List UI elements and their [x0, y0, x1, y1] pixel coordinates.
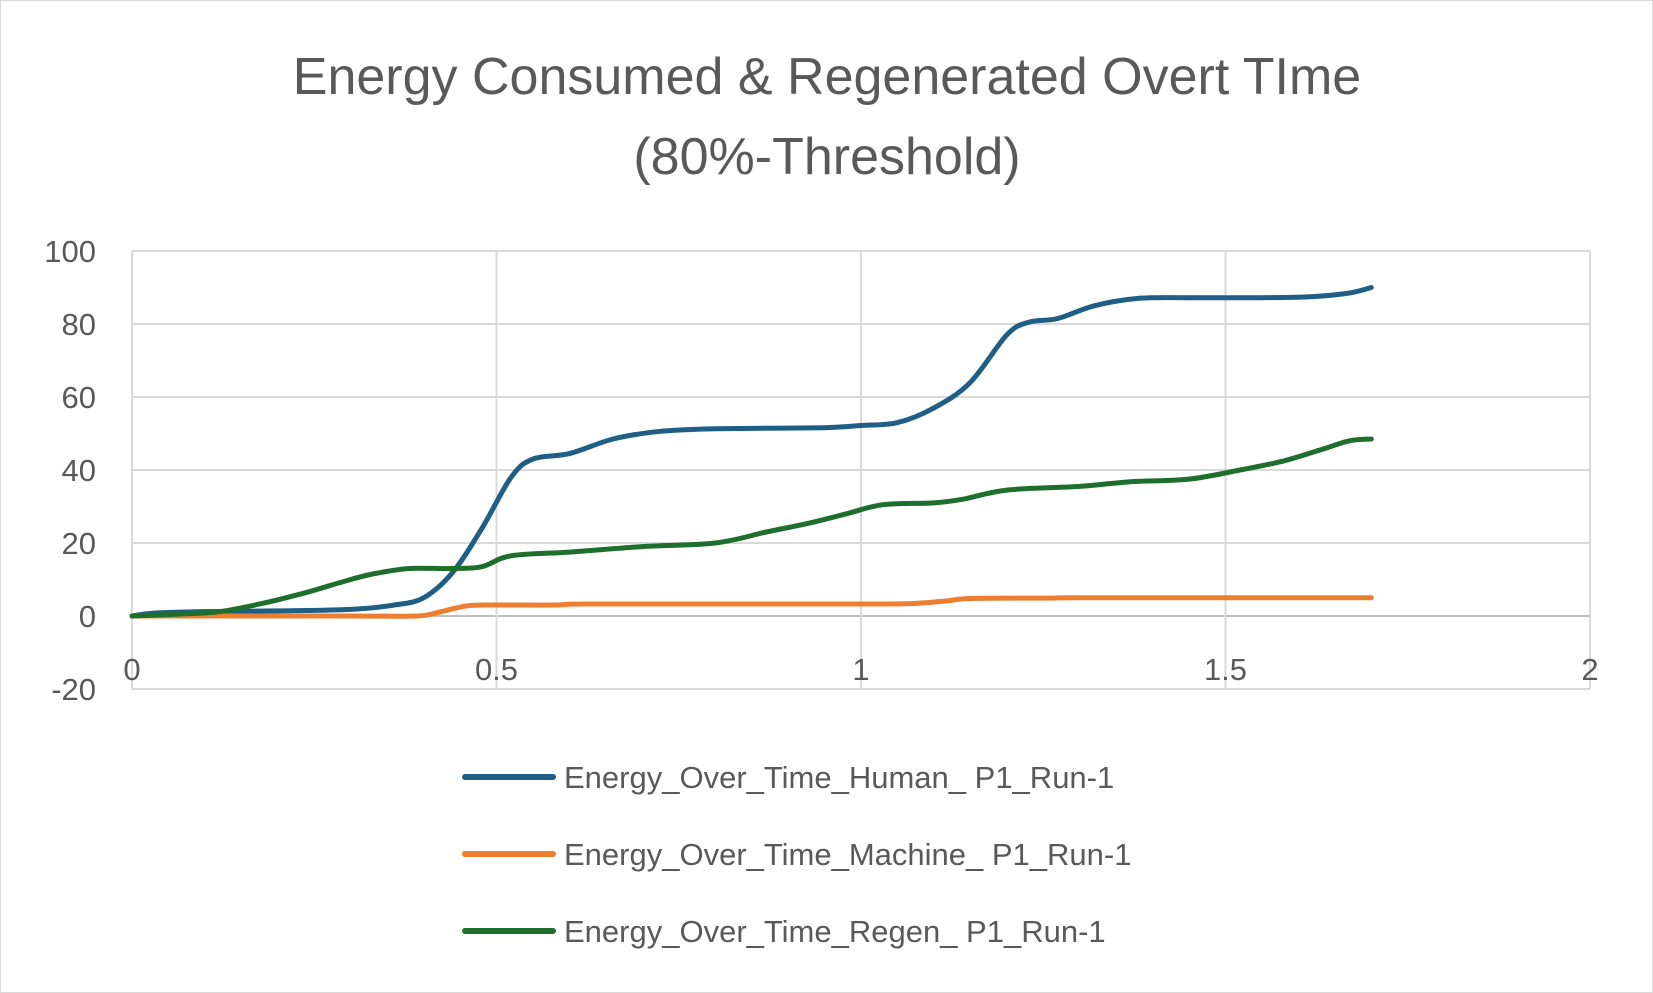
- axis-tick-labels: -20 0 20 40 60 80 100 0 0.5 1 1.5 2: [44, 234, 1598, 707]
- x-tick-label: 0: [123, 652, 140, 687]
- x-tick-label: 0.5: [475, 652, 518, 687]
- x-tick-label: 2: [1581, 652, 1598, 687]
- series-lines: [129, 285, 1374, 619]
- y-tick-label: 0: [79, 599, 96, 634]
- chart-title-line-2: (80%-Threshold): [633, 128, 1020, 186]
- legend-label-3: Energy_Over_Time_Regen_ P1_Run-1: [564, 914, 1106, 949]
- legend-label-2: Energy_Over_Time_Machine_ P1_Run-1: [564, 837, 1131, 872]
- legend-label-1: Energy_Over_Time_Human_ P1_Run-1: [564, 760, 1114, 795]
- chart-title-line-1: Energy Consumed & Regenerated Overt TIme: [293, 48, 1361, 106]
- y-tick-label: 100: [44, 234, 96, 269]
- y-tick-label: 40: [62, 453, 96, 488]
- series-line-3: [129, 436, 1374, 619]
- legend: Energy_Over_Time_Human_ P1_Run-1 Energy_O…: [462, 760, 1131, 949]
- x-tick-label: 1: [852, 652, 869, 687]
- gridlines: [131, 250, 1591, 690]
- x-tick-label: 1.5: [1204, 652, 1247, 687]
- series-line-1: [129, 285, 1374, 619]
- y-tick-label: -20: [51, 672, 96, 707]
- y-tick-label: 80: [62, 307, 96, 342]
- series-line-2: [129, 595, 1374, 619]
- y-tick-label: 60: [62, 380, 96, 415]
- y-tick-label: 20: [62, 526, 96, 561]
